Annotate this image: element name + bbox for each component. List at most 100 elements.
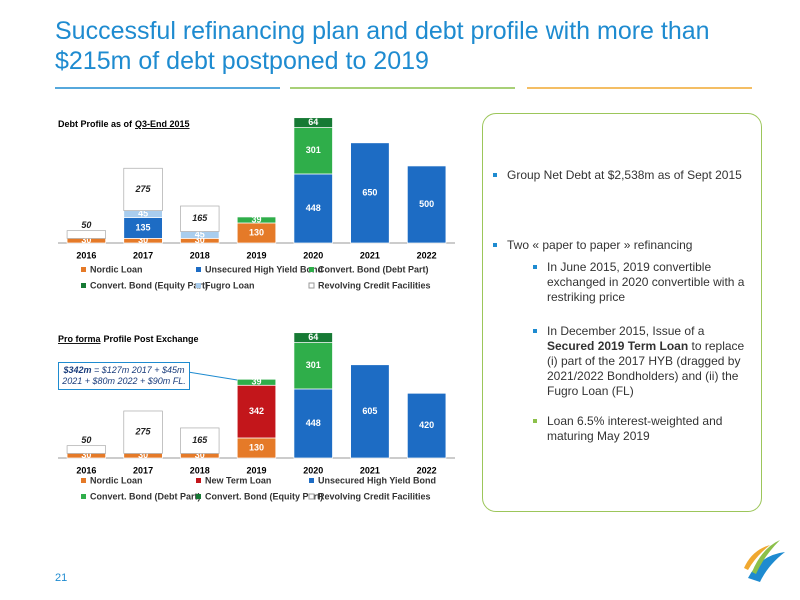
legend-swatch	[196, 478, 201, 483]
bullet: In June 2015, 2019 convertible exchanged…	[533, 260, 747, 305]
bullet-text: In December 2015, Issue of a	[547, 324, 705, 338]
x-tick-label: 2020	[303, 250, 323, 260]
annotation: $342m = $127m 2017 + $45m 2021 + $80m 20…	[58, 362, 190, 390]
data-label: 30	[81, 235, 91, 245]
data-label: 45	[195, 229, 205, 239]
x-tick-label: 2018	[190, 250, 210, 260]
data-label: 130	[249, 227, 264, 237]
legend-swatch	[81, 267, 86, 272]
legend-swatch	[196, 267, 201, 272]
bar-segment	[293, 117, 333, 128]
bar-segment	[407, 392, 447, 459]
x-tick-label: 2022	[417, 465, 437, 475]
bar-segment	[407, 165, 447, 244]
legend-swatch	[309, 478, 314, 483]
legend-label: New Term Loan	[205, 475, 271, 485]
data-label: 30	[81, 450, 91, 460]
data-label: 30	[138, 450, 148, 460]
legend-swatch	[81, 283, 86, 288]
bullet-text: Loan 6.5% interest-weighted and maturing…	[547, 414, 723, 443]
x-tick-label: 2016	[76, 465, 96, 475]
bar-segment	[236, 378, 277, 386]
data-label: 301	[306, 145, 321, 155]
legend-label: Revolving Credit Facilities	[318, 491, 431, 501]
legend-label: Revolving Credit Facilities	[318, 280, 431, 290]
chart-title-part: Debt Profile as of	[58, 119, 133, 129]
data-label: 50	[81, 435, 91, 445]
bar-segment	[293, 342, 333, 390]
legend-swatch	[308, 282, 315, 289]
data-label: 500	[419, 199, 434, 209]
data-label: 64	[308, 117, 318, 127]
data-label: 448	[306, 203, 321, 213]
bullet-text: Group Net Debt at $2,538m as of Sept 201…	[507, 168, 742, 182]
data-label: 448	[306, 418, 321, 428]
legend-label: Convert. Bond (Debt Part)	[90, 491, 201, 501]
bar-segment	[123, 410, 163, 454]
x-tick-label: 2021	[360, 250, 380, 260]
data-label: 650	[362, 187, 377, 197]
data-label: 135	[136, 222, 151, 232]
bar-segment	[180, 427, 220, 454]
legend-label: Convert. Bond (Equity Part)	[205, 491, 323, 501]
data-label: 165	[192, 213, 208, 223]
data-label: 39	[251, 377, 261, 387]
data-label: 30	[138, 235, 148, 245]
bar-segment	[180, 205, 220, 232]
legend-label: Convert. Bond (Debt Part)	[318, 264, 429, 274]
legend-swatch	[81, 494, 86, 499]
annotation-bold: $342m	[63, 365, 92, 375]
bar-segment	[66, 230, 106, 239]
bar-segment	[350, 142, 390, 244]
bullet-panel: Group Net Debt at $2,538m as of Sept 201…	[482, 113, 762, 512]
data-label: 64	[308, 332, 318, 342]
chart-title: Pro forma Profile Post Exchange	[58, 334, 199, 344]
bar-segment	[236, 384, 277, 439]
bar-segment	[293, 332, 333, 343]
chart-title-part: Profile Post Exchange	[104, 334, 199, 344]
data-label: 165	[192, 435, 208, 445]
x-tick-label: 2016	[76, 250, 96, 260]
legend-label: Nordic Loan	[90, 475, 143, 485]
chart-title-part: Pro forma	[58, 334, 102, 344]
bar-segment	[123, 167, 163, 211]
bullet-text: to replace (i) part of the 2017 HYB (dra…	[547, 339, 745, 398]
annotation-leader	[187, 371, 238, 381]
data-label: 50	[81, 220, 91, 230]
chart-title-part: Q3-End 2015	[135, 119, 190, 129]
x-tick-label: 2017	[133, 250, 153, 260]
data-label: 301	[306, 360, 321, 370]
data-label: 130	[249, 442, 264, 452]
legend-label: Unsecured High Yield Bond	[205, 264, 323, 274]
legend-swatch	[308, 493, 315, 500]
bullet: In December 2015, Issue of a Secured 201…	[533, 324, 747, 399]
bullet: Loan 6.5% interest-weighted and maturing…	[533, 414, 747, 444]
legend-label: Unsecured High Yield Bond	[318, 475, 436, 485]
legend-swatch	[309, 267, 314, 272]
bar-segment	[293, 388, 333, 459]
bar-segment	[66, 445, 106, 454]
legend-swatch	[196, 494, 201, 499]
legend-label: Convert. Bond (Equity Part)	[90, 280, 208, 290]
bar-segment	[350, 364, 390, 459]
x-tick-label: 2021	[360, 465, 380, 475]
data-label: 342	[249, 406, 264, 416]
logo	[744, 540, 785, 582]
bar-segment	[236, 216, 277, 224]
data-label: 420	[419, 420, 434, 430]
bar-segment	[293, 127, 333, 175]
bullet-text: Two « paper to paper » refinancing	[507, 238, 693, 252]
bullet-text: In June 2015, 2019 convertible exchanged…	[547, 260, 745, 304]
legend-label: Nordic Loan	[90, 264, 143, 274]
data-label: 605	[362, 406, 377, 416]
annotation-text: = $127m 2017 + $45m 2021 + $80m 2022 + $…	[62, 365, 186, 386]
legend-swatch	[196, 283, 201, 288]
x-tick-label: 2017	[133, 465, 153, 475]
x-tick-label: 2022	[417, 250, 437, 260]
bar-segment	[293, 173, 333, 244]
slide-title: Successful refinancing plan and debt pro…	[55, 17, 710, 75]
x-tick-label: 2019	[246, 250, 266, 260]
data-label: 39	[251, 214, 261, 224]
